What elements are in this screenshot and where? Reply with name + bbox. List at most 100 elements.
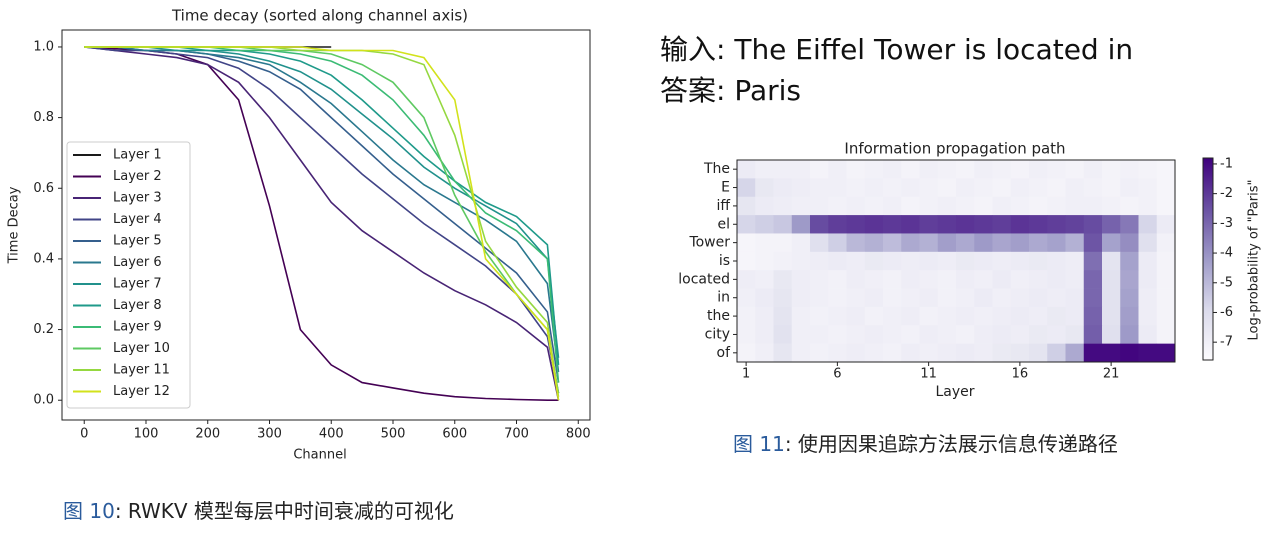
heatmap-cell: [773, 270, 793, 289]
heatmap-cell: [737, 251, 756, 271]
heatmap-cell: [1047, 343, 1066, 363]
heatmap-cell: [919, 343, 939, 363]
heatmap-cell: [791, 288, 811, 308]
heatmap-cell: [864, 215, 884, 234]
heatmap-cell: [828, 343, 847, 363]
heatmap-cell: [1138, 196, 1158, 216]
heatmap-cell: [1102, 215, 1121, 234]
heatmap-cell: [810, 306, 829, 326]
heatmap-cell: [828, 178, 847, 198]
legend-label: Layer 3: [113, 191, 162, 206]
y-tick-label: iff: [716, 198, 730, 214]
colorbar-label: Log-probability of "Paris": [1247, 180, 1262, 341]
heatmap-cell: [992, 251, 1012, 271]
heatmap-cell: [919, 233, 939, 253]
heatmap-cell: [810, 251, 829, 271]
heatmap-cell: [773, 233, 793, 253]
heatmap-cell: [919, 306, 939, 326]
caption-text: : 使用因果追踪方法展示信息传递路径: [784, 432, 1118, 456]
heatmap-cell: [1156, 196, 1176, 216]
heatmap-cell: [846, 215, 866, 234]
y-tick-label: el: [717, 216, 730, 232]
heatmap-cell: [1120, 306, 1139, 326]
heatmap-cell: [1047, 288, 1066, 308]
heatmap-cell: [791, 343, 811, 363]
heatmap-cell: [864, 251, 884, 271]
series-line: [84, 46, 560, 358]
heatmap-cell: [1065, 178, 1085, 198]
heatmap-cell: [864, 288, 884, 308]
heatmap-cell: [919, 196, 939, 216]
series-line: [84, 46, 560, 401]
y-tick-label: city: [705, 326, 730, 342]
figure-11-caption: 图 11: 使用因果追踪方法展示信息传递路径: [733, 428, 1118, 457]
heatmap-cell: [791, 233, 811, 253]
legend-label: Layer 12: [113, 384, 170, 399]
heatmap-cell: [1010, 325, 1030, 344]
answer-line: 答案: Paris: [660, 74, 801, 107]
heatmap-cell: [1065, 325, 1085, 344]
heatmap-cell: [1029, 270, 1048, 289]
y-tick-label: 0.4: [33, 251, 54, 266]
legend-label: Layer 5: [113, 234, 162, 249]
heatmap-cell: [1029, 215, 1048, 234]
heatmap-cell: [956, 288, 975, 308]
heatmap-cell: [1065, 288, 1085, 308]
heatmap-cell: [864, 325, 884, 344]
heatmap-cell: [737, 306, 756, 326]
heatmap-cell: [974, 288, 993, 308]
heatmap-cell: [1029, 196, 1048, 216]
heatmap-cell: [846, 270, 866, 289]
heatmap-cell: [992, 343, 1012, 363]
heatmap-cell: [919, 251, 939, 271]
y-tick-label: The: [703, 161, 730, 177]
heatmap-cell: [1010, 215, 1030, 234]
heatmap-cell: [737, 196, 756, 216]
heatmap-cell: [1010, 196, 1030, 216]
heatmap-cell: [937, 288, 957, 308]
heatmap-cell: [1083, 160, 1103, 179]
heatmap-cell: [1083, 233, 1103, 253]
heatmap-cell: [901, 270, 920, 289]
heatmap-cell: [1138, 178, 1158, 198]
heatmap-cell: [901, 196, 920, 216]
heatmap-cell: [937, 160, 957, 179]
x-tick-label: 300: [257, 427, 282, 442]
heatmap-cell: [1156, 288, 1176, 308]
x-tick-label: 100: [134, 427, 159, 442]
heatmap-cell: [773, 325, 793, 344]
heatmap-cell: [810, 196, 829, 216]
heatmap-cell: [1120, 251, 1139, 271]
heatmap-cell: [937, 306, 957, 326]
y-tick-label: Tower: [688, 235, 730, 251]
heatmap-cell: [1010, 288, 1030, 308]
heatmap-cell: [1102, 233, 1121, 253]
heatmap-cell: [737, 215, 756, 234]
heatmap-cell: [791, 251, 811, 271]
heatmap-cell: [755, 178, 774, 198]
series-line: [84, 46, 560, 401]
heatmap-cell: [864, 270, 884, 289]
heatmap-cell: [1102, 251, 1121, 271]
heatmap-cell: [974, 306, 993, 326]
heatmap-cell: [956, 178, 975, 198]
heatmap-cell: [919, 178, 939, 198]
y-tick-label: 0.8: [33, 110, 54, 125]
legend-label: Layer 7: [113, 277, 162, 292]
heatmap-cell: [919, 160, 939, 179]
y-tick-label: 0.6: [33, 181, 54, 196]
heatmap-cell: [1138, 233, 1158, 253]
heatmap-cell: [810, 233, 829, 253]
heatmap-cell: [883, 288, 902, 308]
heatmap-cell: [1138, 215, 1158, 234]
heatmap-cell: [755, 215, 774, 234]
heatmap-cell: [883, 325, 902, 344]
heatmap-cell: [901, 288, 920, 308]
x-tick-label: 11: [920, 367, 937, 382]
x-tick-label: 600: [442, 427, 467, 442]
heatmap-cell: [1029, 288, 1048, 308]
heatmap-x-label: Layer: [935, 384, 974, 400]
heatmap-cell: [1156, 160, 1176, 179]
